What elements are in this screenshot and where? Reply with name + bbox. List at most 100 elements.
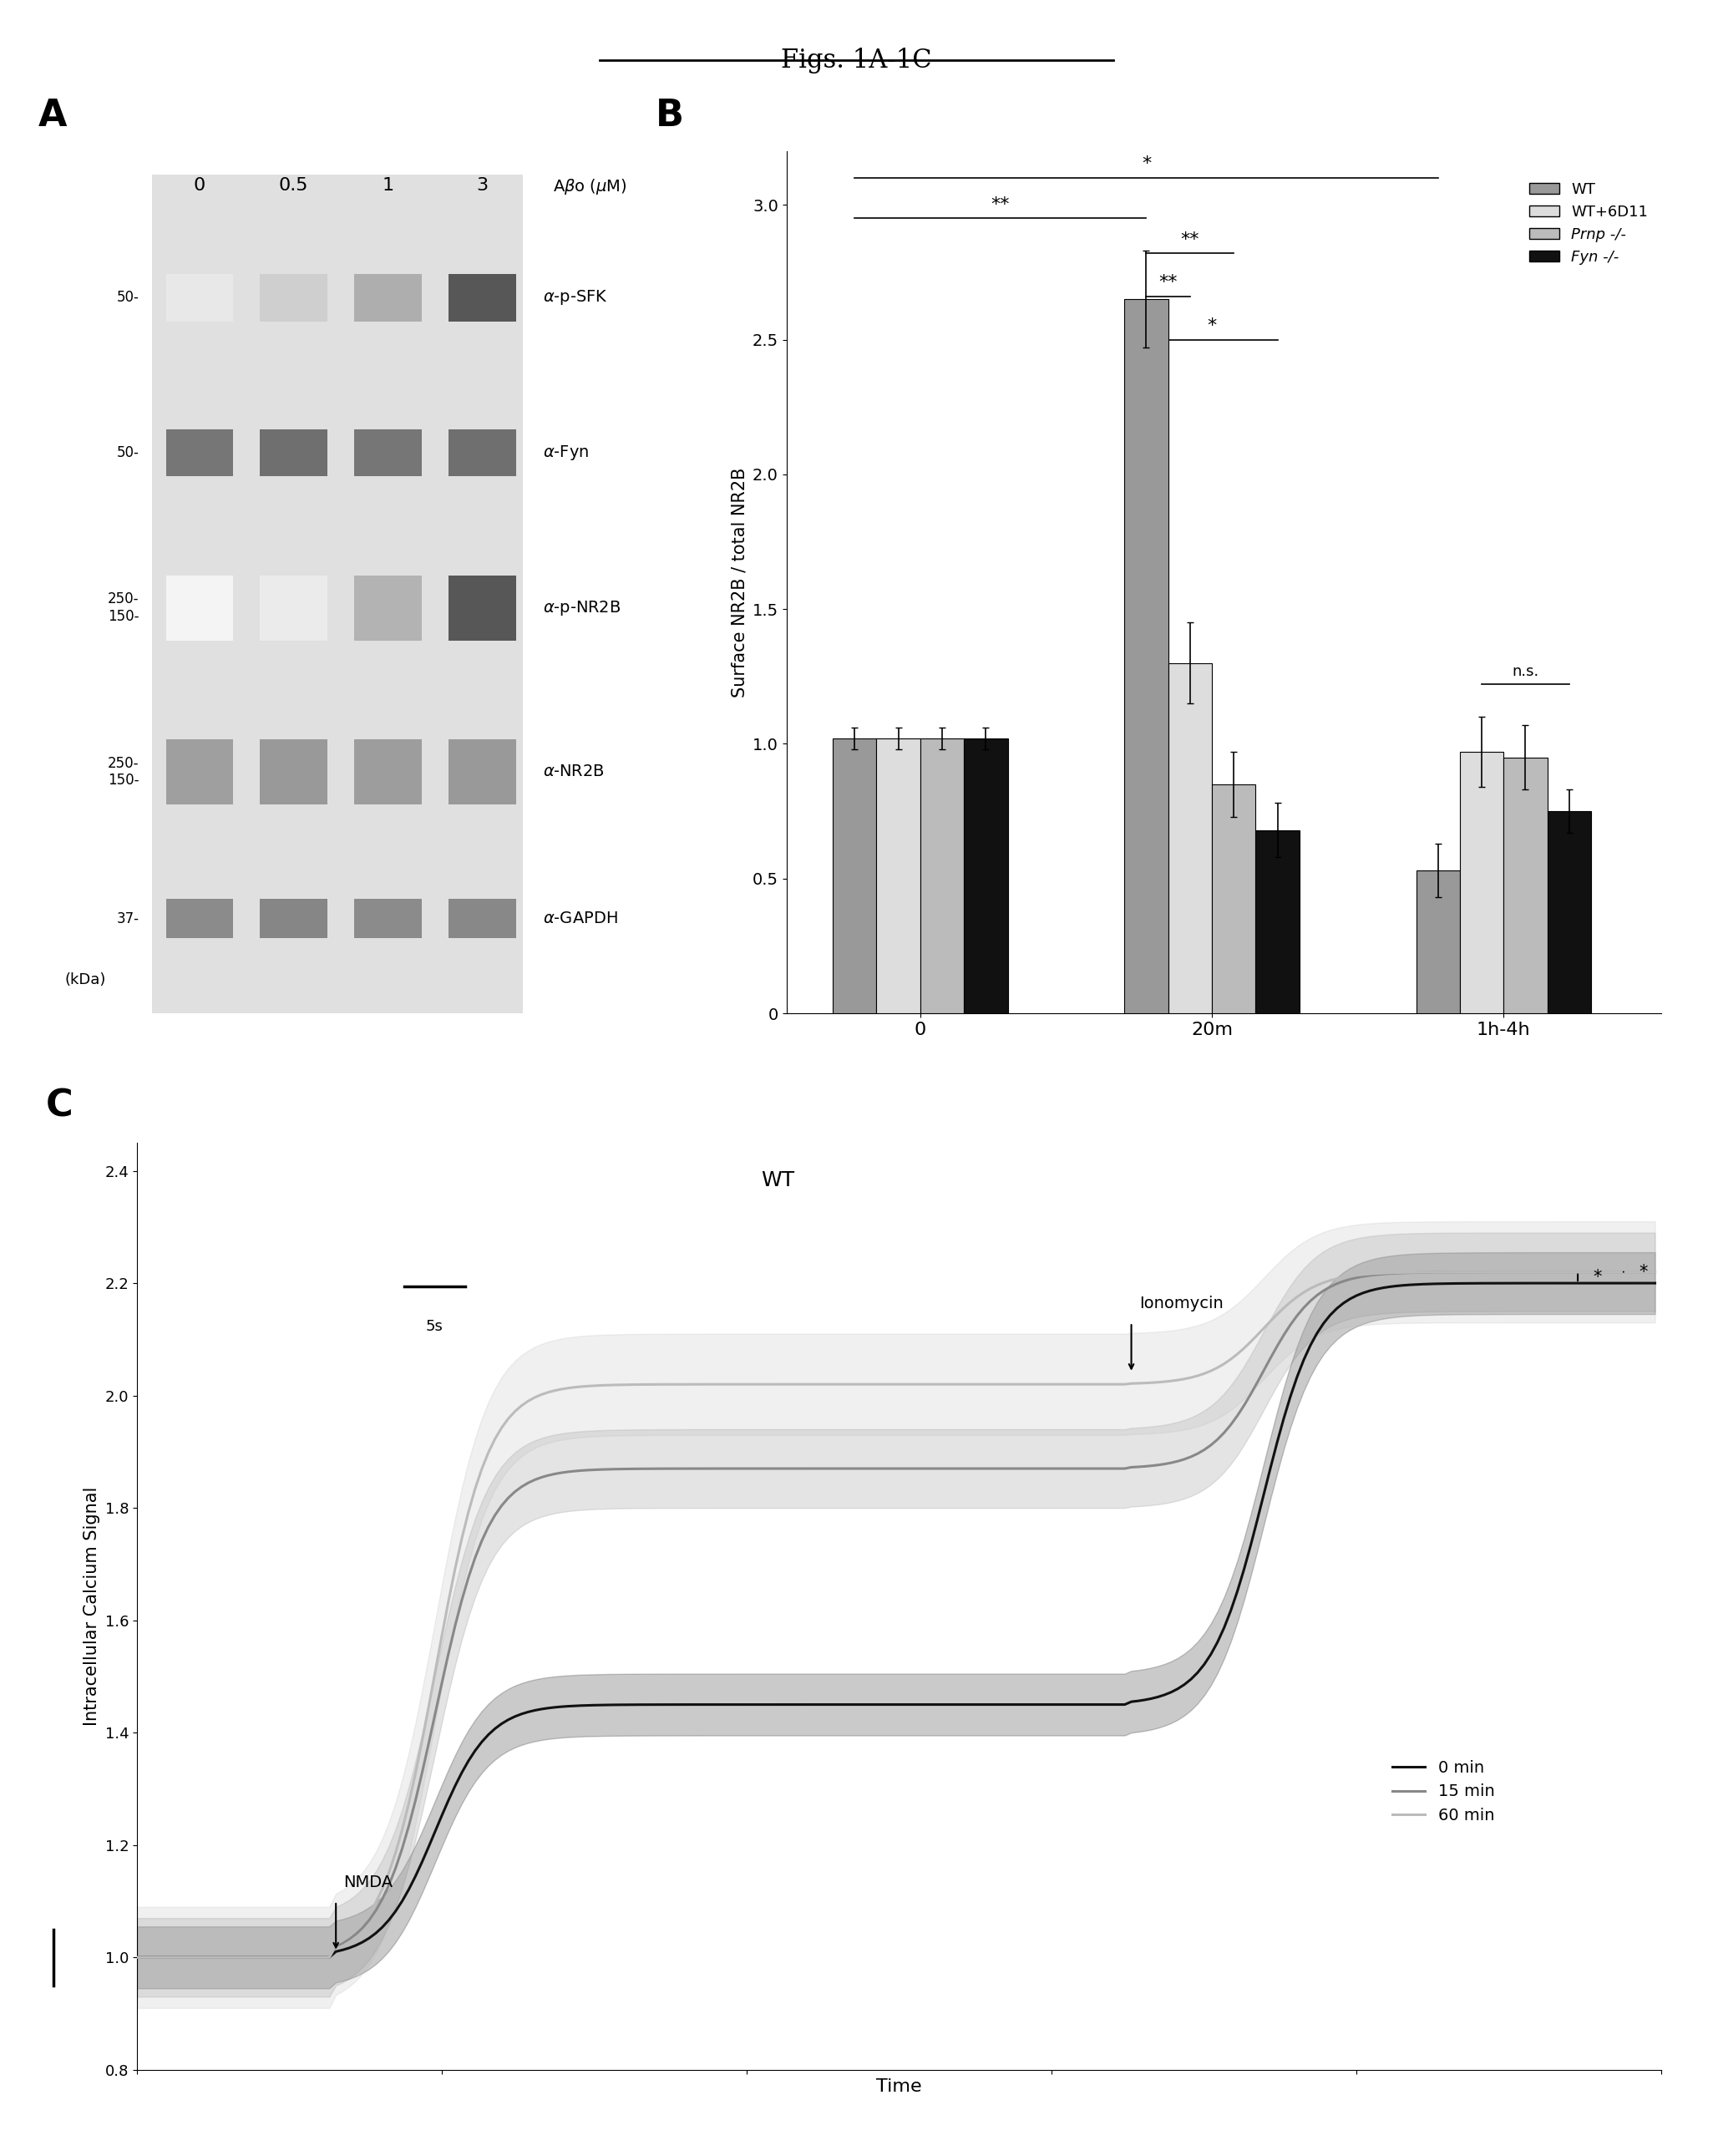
Text: Figs. 1A-1C: Figs. 1A-1C xyxy=(781,47,932,73)
60 min xyxy=(1531,1259,1552,1285)
15 min xyxy=(1631,1259,1651,1285)
Legend: WT, WT+6D11, Prnp -/-, Fyn -/-: WT, WT+6D11, Prnp -/-, Fyn -/- xyxy=(1523,175,1655,270)
Text: n.s.: n.s. xyxy=(1513,664,1538,679)
15 min xyxy=(1531,1259,1552,1285)
Text: 250-
150-: 250- 150- xyxy=(108,591,139,625)
0 min xyxy=(1360,1279,1381,1304)
Bar xyxy=(1168,664,1211,1013)
15 min xyxy=(1326,1270,1346,1296)
Text: WT: WT xyxy=(761,1171,795,1190)
Bar xyxy=(449,429,516,476)
Bar xyxy=(152,817,522,1020)
Text: A: A xyxy=(38,97,67,134)
60 min xyxy=(644,1371,665,1397)
Text: (kDa): (kDa) xyxy=(65,972,106,987)
Text: NMDA: NMDA xyxy=(344,1874,392,1891)
Bar xyxy=(449,899,516,938)
Bar xyxy=(449,274,516,321)
Text: 0.5: 0.5 xyxy=(279,177,308,194)
Text: *: * xyxy=(1593,1270,1602,1285)
Text: C: C xyxy=(46,1089,74,1123)
Bar xyxy=(1124,300,1168,1013)
Bar xyxy=(166,899,233,938)
Bar xyxy=(166,740,233,804)
Bar xyxy=(355,740,421,804)
Text: Ionomycin: Ionomycin xyxy=(1139,1296,1223,1311)
Text: *: * xyxy=(1208,317,1216,334)
Text: 5s: 5s xyxy=(425,1319,444,1335)
Bar xyxy=(355,274,421,321)
0 min xyxy=(1631,1270,1651,1296)
15 min xyxy=(1360,1263,1381,1289)
Text: 0: 0 xyxy=(194,177,206,194)
Bar xyxy=(260,740,327,804)
Bar xyxy=(449,740,516,804)
Y-axis label: Intracellular Calcium Signal: Intracellular Calcium Signal xyxy=(84,1488,101,1725)
Y-axis label: Surface NR2B / total NR2B: Surface NR2B / total NR2B xyxy=(731,468,749,696)
0 min xyxy=(1326,1296,1346,1322)
Text: 50-: 50- xyxy=(116,291,139,304)
Bar xyxy=(152,330,522,576)
Text: $\alpha$-NR2B: $\alpha$-NR2B xyxy=(543,763,605,780)
Line: 60 min: 60 min xyxy=(137,1272,1655,1958)
Text: $\alpha$-p-SFK: $\alpha$-p-SFK xyxy=(543,289,608,306)
15 min xyxy=(406,1787,427,1813)
Bar xyxy=(166,274,233,321)
15 min xyxy=(1644,1259,1665,1285)
Text: 37-: 37- xyxy=(116,912,139,925)
Bar xyxy=(1504,757,1547,1013)
0 min xyxy=(127,1945,147,1971)
Bar xyxy=(1547,811,1591,1013)
X-axis label: Time: Time xyxy=(877,2078,922,2096)
60 min xyxy=(1326,1266,1346,1291)
Bar xyxy=(260,576,327,640)
Bar xyxy=(260,429,327,476)
Bar xyxy=(877,737,920,1013)
Bar xyxy=(449,576,516,640)
Bar xyxy=(260,899,327,938)
15 min xyxy=(127,1945,147,1971)
60 min xyxy=(1360,1261,1381,1287)
60 min xyxy=(406,1761,427,1787)
Bar xyxy=(833,737,877,1013)
Legend: 0 min, 15 min, 60 min: 0 min, 15 min, 60 min xyxy=(1386,1753,1501,1830)
Bar xyxy=(260,274,327,321)
0 min xyxy=(406,1863,427,1889)
Line: 0 min: 0 min xyxy=(137,1283,1655,1958)
Bar xyxy=(152,604,522,940)
Text: **: ** xyxy=(992,196,1009,213)
Line: 15 min: 15 min xyxy=(137,1272,1655,1958)
Text: **: ** xyxy=(1158,274,1177,291)
Text: B: B xyxy=(654,97,683,134)
Bar xyxy=(152,440,522,776)
Text: 1: 1 xyxy=(382,177,394,194)
Bar xyxy=(166,429,233,476)
Text: A$\beta$o ($\mu$M): A$\beta$o ($\mu$M) xyxy=(553,177,627,196)
60 min xyxy=(1631,1259,1651,1285)
15 min xyxy=(644,1455,665,1481)
Bar xyxy=(355,899,421,938)
Bar xyxy=(1256,830,1300,1013)
Bar xyxy=(355,576,421,640)
Bar xyxy=(920,737,964,1013)
60 min xyxy=(1644,1259,1665,1285)
Text: **: ** xyxy=(1180,231,1199,248)
Bar xyxy=(964,737,1007,1013)
0 min xyxy=(1531,1270,1552,1296)
Bar xyxy=(166,576,233,640)
Text: 250-
150-: 250- 150- xyxy=(108,755,139,789)
0 min xyxy=(644,1692,665,1718)
Text: $\alpha$-p-NR2B: $\alpha$-p-NR2B xyxy=(543,599,620,617)
0 min xyxy=(1644,1270,1665,1296)
Bar xyxy=(1211,785,1256,1013)
Bar xyxy=(355,429,421,476)
Bar xyxy=(1417,871,1459,1013)
Text: *: * xyxy=(1639,1263,1648,1281)
Text: *: * xyxy=(1141,155,1151,172)
Text: 50-: 50- xyxy=(116,446,139,459)
Text: 3: 3 xyxy=(476,177,488,194)
Text: $\alpha$-Fyn: $\alpha$-Fyn xyxy=(543,444,589,461)
60 min xyxy=(127,1945,147,1971)
Text: $\alpha$-GAPDH: $\alpha$-GAPDH xyxy=(543,910,618,927)
Bar xyxy=(1459,752,1504,1013)
